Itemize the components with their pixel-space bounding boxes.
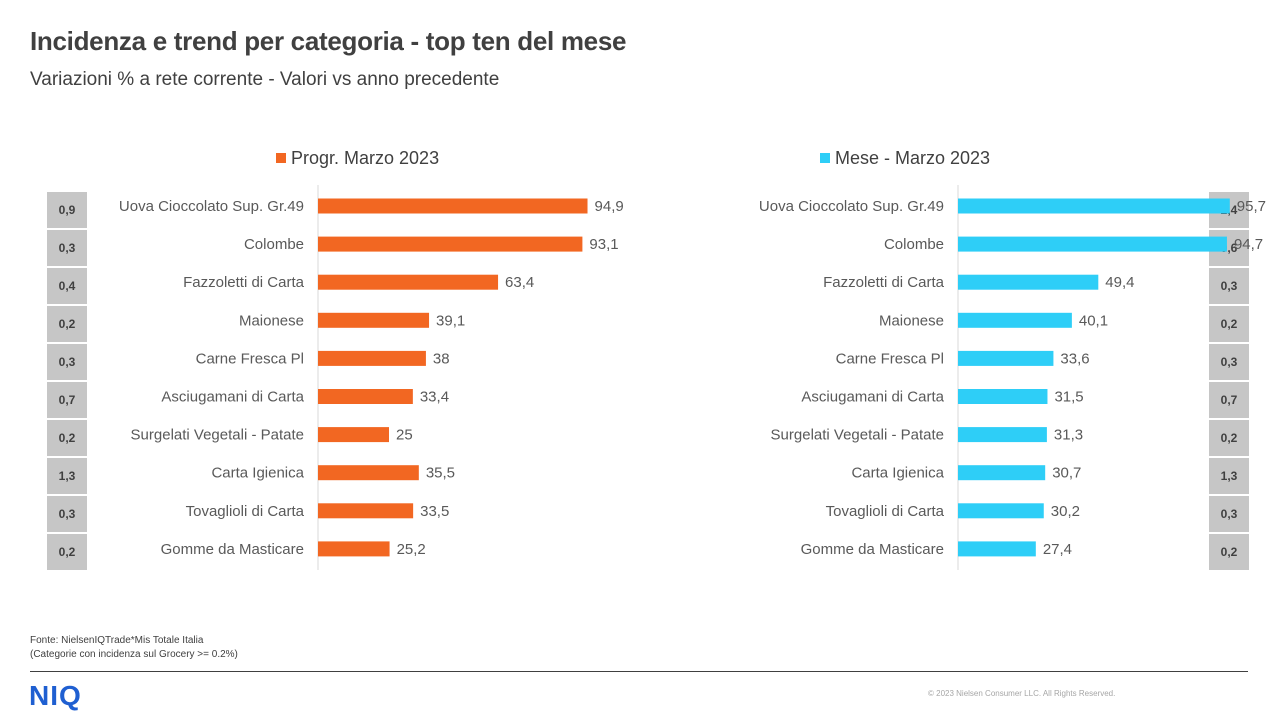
legend-swatch-mese	[820, 153, 830, 163]
category-label: Colombe	[884, 236, 944, 253]
incidence-cell: 0,2	[47, 534, 87, 570]
incidence-cell: 1,3	[47, 458, 87, 494]
category-label: Maionese	[239, 312, 304, 329]
legend-label-mese: Mese - Marzo 2023	[835, 147, 991, 168]
value-label: 30,7	[1052, 465, 1081, 482]
value-label: 31,3	[1054, 427, 1083, 444]
category-label: Surgelati Vegetali - Patate	[771, 427, 944, 444]
category-label: Asciugamani di Carta	[161, 389, 304, 406]
incidence-cell: 0,9	[47, 192, 87, 228]
incidence-cell: 1,3	[1209, 458, 1249, 494]
bar-chart-progr: Uova Cioccolato Sup. Gr.49 94,9 Colombe 93,…	[119, 185, 624, 570]
source-criteria: (Categorie con incidenza sul Grocery >= …	[30, 649, 238, 660]
bar	[318, 312, 430, 328]
incidence-cell: 0,2	[1209, 534, 1249, 570]
bar	[318, 274, 499, 290]
incidence-cell: 0,2	[47, 420, 87, 456]
incidence-cell: 0,4	[47, 268, 87, 304]
bar	[318, 503, 414, 519]
category-label: Gomme da Masticare	[801, 541, 944, 558]
value-label: 93,1	[589, 236, 618, 253]
value-label: 94,7	[1234, 236, 1263, 253]
source-line: Fonte: NielsenIQTrade*Mis Totale Italia	[30, 635, 204, 646]
page-subtitle: Variazioni % a rete corrente - Valori vs…	[30, 69, 500, 90]
bar	[958, 503, 1044, 519]
value-label: 94,9	[595, 198, 624, 215]
category-label: Carta Igienica	[211, 465, 304, 482]
bar	[958, 350, 1054, 366]
value-label: 25	[396, 427, 413, 444]
value-label: 95,7	[1237, 198, 1266, 215]
page-title: Incidenza e trend per categoria - top te…	[30, 26, 627, 56]
category-label: Uova Cioccolato Sup. Gr.49	[119, 198, 304, 215]
value-label: 27,4	[1043, 541, 1072, 558]
bar	[318, 465, 419, 481]
bar	[958, 274, 1099, 290]
category-label: Tovaglioli di Carta	[826, 503, 945, 520]
value-label: 40,1	[1079, 312, 1108, 329]
bar	[958, 541, 1036, 557]
category-label: Fazzoletti di Carta	[823, 274, 945, 291]
bar	[318, 427, 389, 443]
incidence-cell: 0,7	[1209, 382, 1249, 418]
value-label: 33,5	[420, 503, 449, 520]
category-label: Asciugamani di Carta	[801, 389, 944, 406]
value-label: 33,6	[1060, 350, 1089, 367]
value-label: 38	[433, 350, 450, 367]
incidence-column-right: 2,40,60,30,20,30,70,21,30,30,2	[1209, 192, 1249, 572]
bar-chart-mese: Uova Cioccolato Sup. Gr.49 95,7 Colombe 94,…	[759, 185, 1266, 570]
category-label: Carta Igienica	[851, 465, 944, 482]
incidence-column-left: 0,9 0,3 0,4 0,2 0,3 0,7 0,2 1,3 0,3 0,2	[47, 192, 87, 572]
bar	[318, 350, 426, 366]
incidence-cell: 0,2	[1209, 420, 1249, 456]
value-label: 33,4	[420, 389, 449, 406]
category-label: Surgelati Vegetali - Patate	[131, 427, 304, 444]
incidence-cell: 0,3	[47, 230, 87, 266]
category-label: Tovaglioli di Carta	[186, 503, 305, 520]
incidence-cell: 0,3	[47, 344, 87, 380]
bar	[318, 389, 413, 404]
incidence-cell: 0,7	[47, 382, 87, 418]
value-label: 31,5	[1054, 389, 1083, 406]
niq-logo: NIQ	[29, 680, 82, 711]
category-label: Maionese	[879, 312, 944, 329]
incidence-cell: 0,3	[1209, 496, 1249, 532]
bar	[958, 198, 1230, 214]
bar	[958, 312, 1072, 328]
bar	[318, 236, 583, 252]
category-label: Colombe	[244, 236, 304, 253]
category-label: Fazzoletti di Carta	[183, 274, 305, 291]
category-label: Uova Cioccolato Sup. Gr.49	[759, 198, 944, 215]
footer-divider	[30, 671, 1248, 672]
value-label: 25,2	[397, 541, 426, 558]
bar	[958, 465, 1046, 481]
category-label: Carne Fresca Pl	[836, 350, 944, 367]
source-note: Fonte: NielsenIQTrade*Mis Totale Italia …	[30, 634, 238, 662]
bar	[958, 389, 1048, 404]
value-label: 30,2	[1051, 503, 1080, 520]
category-label: Carne Fresca Pl	[196, 350, 304, 367]
bar	[958, 427, 1047, 443]
category-label: Gomme da Masticare	[161, 541, 304, 558]
value-label: 35,5	[426, 465, 455, 482]
legend-swatch-progr	[276, 153, 286, 163]
bar	[958, 236, 1227, 252]
incidence-cell: 0,3	[47, 496, 87, 532]
legend-progr: Progr. Marzo 2023	[276, 147, 439, 169]
bar	[318, 198, 588, 214]
value-label: 39,1	[436, 312, 465, 329]
value-label: 63,4	[505, 274, 534, 291]
incidence-cell: 0,2	[1209, 306, 1249, 342]
value-label: 49,4	[1105, 274, 1134, 291]
incidence-cell: 0,2	[47, 306, 87, 342]
copyright-text: © 2023 Nielsen Consumer LLC. All Rights …	[928, 689, 1116, 698]
legend-mese: Mese - Marzo 2023	[820, 147, 990, 169]
incidence-cell: 0,3	[1209, 268, 1249, 304]
bar	[318, 541, 390, 557]
incidence-cell: 0,3	[1209, 344, 1249, 380]
legend-label-progr: Progr. Marzo 2023	[291, 147, 440, 168]
